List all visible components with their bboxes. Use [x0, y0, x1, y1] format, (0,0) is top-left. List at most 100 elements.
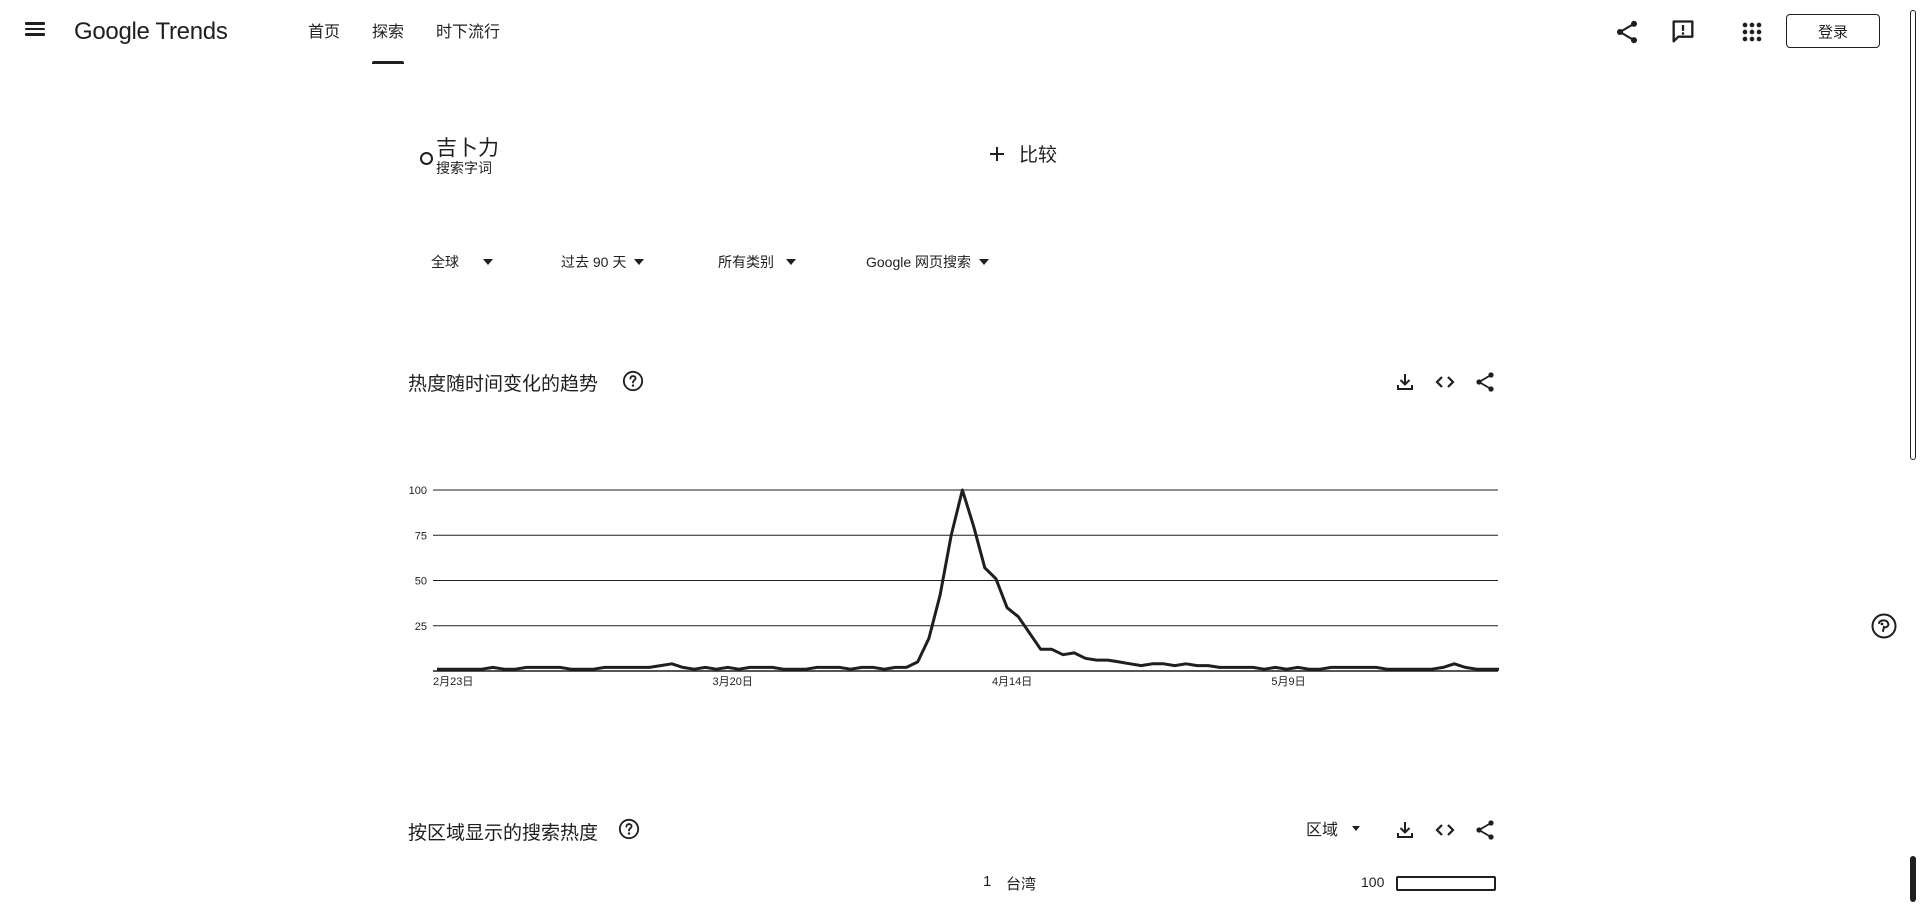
property-filter-dropdown[interactable]: Google 网页搜索	[866, 248, 990, 276]
data-point	[1017, 615, 1020, 618]
property-filter-value: Google 网页搜索	[866, 254, 972, 270]
help-icon[interactable]	[618, 818, 640, 840]
embed-icon[interactable]	[1433, 818, 1457, 842]
category-filter-dropdown[interactable]: 所有类别	[718, 248, 796, 276]
download-icon[interactable]	[1393, 370, 1417, 394]
data-point	[737, 668, 740, 671]
google-trends-logo[interactable]: Google Trends	[74, 18, 228, 45]
interest-over-time-title: 热度随时间变化的趋势	[408, 374, 599, 395]
data-point	[1039, 648, 1042, 651]
data-point	[726, 666, 729, 669]
data-point	[1073, 651, 1076, 654]
compare-label: 比较	[1019, 145, 1058, 166]
data-point	[1430, 668, 1433, 671]
data-point	[1475, 668, 1478, 671]
time-filter-value: 过去 90 天	[561, 254, 627, 270]
compare-button[interactable]: 比较	[985, 140, 1057, 167]
y-tick-label: 75	[415, 530, 427, 542]
floating-extension-icon[interactable]	[1870, 612, 1898, 640]
data-point	[1151, 662, 1154, 665]
share-icon[interactable]	[1473, 370, 1497, 394]
apps-grid-icon[interactable]	[1738, 18, 1766, 46]
data-point	[503, 668, 506, 671]
help-icon[interactable]	[622, 370, 644, 392]
data-point	[1274, 666, 1277, 669]
data-point	[1095, 659, 1098, 662]
caret-down-icon	[634, 259, 645, 265]
data-point	[760, 666, 763, 669]
data-point	[1050, 648, 1053, 651]
data-point	[659, 664, 662, 667]
data-point	[950, 534, 953, 537]
data-point	[838, 666, 841, 669]
search-term-name: 吉卜力	[436, 137, 499, 160]
data-point	[525, 666, 528, 669]
tab-home[interactable]: 首页	[308, 24, 341, 41]
plus-icon	[990, 146, 1004, 161]
data-point	[994, 577, 997, 580]
scrollbar-thumb[interactable]	[1910, 10, 1916, 460]
menu-icon[interactable]	[22, 19, 48, 45]
data-point	[570, 668, 573, 671]
data-point	[1106, 659, 1109, 662]
tab-trending-now[interactable]: 时下流行	[436, 24, 501, 41]
data-point	[1006, 606, 1009, 609]
tab-explore[interactable]: 探索	[372, 0, 405, 64]
data-point	[592, 668, 595, 671]
data-point	[1252, 666, 1255, 669]
data-point	[558, 666, 561, 669]
data-point	[1386, 668, 1389, 671]
data-point	[983, 566, 986, 569]
embed-icon[interactable]	[1433, 370, 1457, 394]
data-point	[1162, 662, 1165, 665]
interest-over-time-chart[interactable]: 25 50 75 100 2月23日 3月20日 4月14日 5月9日	[400, 470, 1510, 700]
data-point	[1498, 668, 1501, 671]
data-point	[883, 668, 886, 671]
data-point	[1028, 631, 1031, 634]
caret-down-icon	[1352, 825, 1361, 831]
data-point	[916, 660, 919, 663]
data-point	[771, 666, 774, 669]
time-filter-dropdown[interactable]: 过去 90 天	[561, 248, 645, 276]
data-point	[860, 666, 863, 669]
data-point	[1419, 668, 1422, 671]
share-icon[interactable]	[1613, 18, 1641, 46]
region-value-bar-fill	[1398, 878, 1494, 889]
region-value-bar	[1396, 876, 1496, 891]
data-point	[1296, 666, 1299, 669]
share-icon[interactable]	[1473, 818, 1497, 842]
data-point	[1307, 668, 1310, 671]
region-list-item[interactable]: 1 台湾 100	[983, 873, 1498, 897]
data-point	[1408, 668, 1411, 671]
data-point	[1129, 662, 1132, 665]
data-point	[1207, 664, 1210, 667]
data-point	[648, 666, 651, 669]
scrollbar-lower-thumb[interactable]	[1910, 856, 1916, 902]
data-point	[1330, 666, 1333, 669]
x-tick-label: 3月20日	[712, 676, 752, 688]
x-tick-label: 4月14日	[992, 676, 1032, 688]
data-point	[1442, 666, 1445, 669]
feedback-icon[interactable]	[1669, 18, 1697, 46]
data-point	[894, 666, 897, 669]
page-scrollbar[interactable]	[1906, 0, 1920, 911]
download-icon[interactable]	[1393, 818, 1417, 842]
region-resolution-dropdown[interactable]: 区域	[1306, 816, 1361, 840]
y-tick-label: 25	[415, 621, 427, 633]
data-point	[849, 668, 852, 671]
data-point	[1375, 666, 1378, 669]
data-point	[715, 668, 718, 671]
data-point	[1062, 653, 1065, 656]
data-point	[603, 666, 606, 669]
series-line	[437, 488, 1499, 671]
region-filter-dropdown[interactable]: 全球	[431, 248, 493, 276]
data-point	[491, 666, 494, 669]
region-resolution-value: 区域	[1306, 822, 1339, 839]
search-term-type: 搜索字词	[436, 160, 492, 176]
data-point	[670, 662, 673, 665]
sign-in-button[interactable]: 登录	[1786, 14, 1880, 48]
data-point	[1363, 666, 1366, 669]
data-point	[581, 668, 584, 671]
data-point	[626, 666, 629, 669]
